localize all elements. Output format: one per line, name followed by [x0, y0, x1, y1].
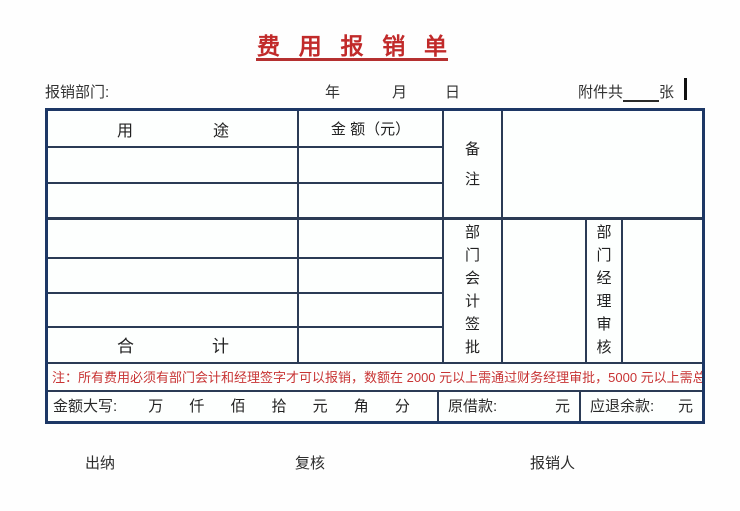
- amount-unit: 拾: [271, 398, 287, 415]
- total-amount-cell[interactable]: [299, 328, 442, 362]
- form-title: 费用报销单: [257, 33, 447, 59]
- amount-header-label: 金 额（元）: [330, 121, 411, 138]
- amount-header-cell: 金 额（元）: [298, 111, 443, 146]
- text-cursor: [684, 78, 687, 100]
- amount-words-units: 万仟佰拾元角分: [117, 395, 437, 416]
- grid-line-row6: [48, 326, 443, 328]
- purpose-header-label: 用途: [117, 122, 229, 140]
- cashier-label: 出纳: [85, 455, 116, 472]
- purpose-header-cell: 用途: [48, 111, 298, 146]
- claimant-label: 报销人: [530, 455, 576, 472]
- grid-line-row4: [48, 257, 443, 259]
- grid-line-purpose-amount: [297, 111, 299, 362]
- refund-balance-unit: 元: [677, 398, 693, 415]
- amount-cell-row2[interactable]: [299, 184, 442, 217]
- amount-unit: 元: [312, 398, 328, 415]
- original-loan-label: 原借款:: [448, 398, 498, 415]
- manager-label: 部门经理审核: [596, 224, 612, 356]
- attachment-count-group: 附件共 张: [578, 81, 674, 102]
- purpose-cell-row1[interactable]: [48, 147, 297, 181]
- purpose-cell-row5[interactable]: [48, 294, 297, 326]
- title-underline: [256, 58, 448, 61]
- grid-line-amount-labels: [442, 111, 444, 362]
- total-label-cell: 合计: [48, 326, 298, 362]
- accountant-sign-cell[interactable]: [503, 220, 585, 362]
- amount-unit: 万: [148, 398, 164, 415]
- amount-unit: 分: [394, 398, 410, 415]
- grid-line-words-loan: [437, 390, 439, 421]
- amount-unit: 角: [353, 398, 369, 415]
- grid-line-label-content: [501, 111, 503, 362]
- date-month-label: 月: [392, 84, 408, 101]
- refund-balance-label: 应退余款:: [590, 398, 655, 415]
- purpose-cell-row2[interactable]: [48, 184, 297, 217]
- note-row: 注：所有费用必须有部门会计和经理签字才可以报销，数额在 2000 元以上需通过财…: [48, 362, 702, 390]
- remark-label-cell: 备注: [443, 111, 502, 218]
- amount-unit: 佰: [230, 398, 246, 415]
- note-text: 注：所有费用必须有部门会计和经理签字才可以报销，数额在 2000 元以上需通过财…: [52, 369, 702, 385]
- remark-label: 备注: [464, 140, 480, 188]
- grid-line-note-top: [48, 362, 702, 364]
- grid-line-loan-refund: [579, 390, 581, 421]
- attachment-suffix-label: 张: [659, 84, 675, 101]
- grid-line-row2: [48, 182, 443, 184]
- grid-line-section-divider: [48, 217, 702, 220]
- amount-cell-row5[interactable]: [299, 294, 442, 326]
- amount-cell-row3[interactable]: [299, 220, 442, 257]
- department-label: 报销部门:: [45, 84, 110, 101]
- amount-words-cell: 金额大写: 万 仟 佰 拾 元 角 分: [48, 390, 437, 421]
- refund-balance-cell: 应退余款: 元: [581, 390, 702, 421]
- grid-line-row5: [48, 292, 443, 294]
- purpose-cell-row3[interactable]: [48, 220, 297, 257]
- grid-line-note-bottom: [48, 390, 702, 392]
- accountant-label-cell: 部门会计签批: [443, 218, 502, 362]
- manager-sign-cell[interactable]: [623, 220, 702, 362]
- reviewer-label: 复核: [295, 455, 326, 472]
- grid-line-manager-content: [621, 218, 623, 362]
- attachment-prefix-label: 附件共: [578, 84, 624, 101]
- purpose-cell-row4[interactable]: [48, 259, 297, 292]
- original-loan-unit: 元: [554, 398, 570, 415]
- amount-cell-row4[interactable]: [299, 259, 442, 292]
- amount-unit: 仟: [189, 398, 205, 415]
- total-label: 合计: [117, 336, 229, 356]
- manager-label-cell: 部门经理审核: [587, 218, 621, 362]
- date-year-label: 年: [325, 84, 341, 101]
- amount-words-label: 金额大写:: [53, 398, 118, 415]
- amount-cell-row1[interactable]: [299, 147, 442, 181]
- grid-line-row1: [48, 146, 443, 148]
- expense-table: 用途 金 额（元） 备注 部门会计签批 部门经理审核 合计: [45, 108, 705, 424]
- accountant-label: 部门会计签批: [464, 224, 480, 356]
- original-loan-cell: 原借款: 元: [439, 390, 579, 421]
- date-day-label: 日: [445, 84, 461, 101]
- grid-line-accountant-manager: [585, 218, 587, 362]
- remark-content-cell[interactable]: [503, 111, 702, 217]
- attachment-count-blank[interactable]: [623, 85, 660, 102]
